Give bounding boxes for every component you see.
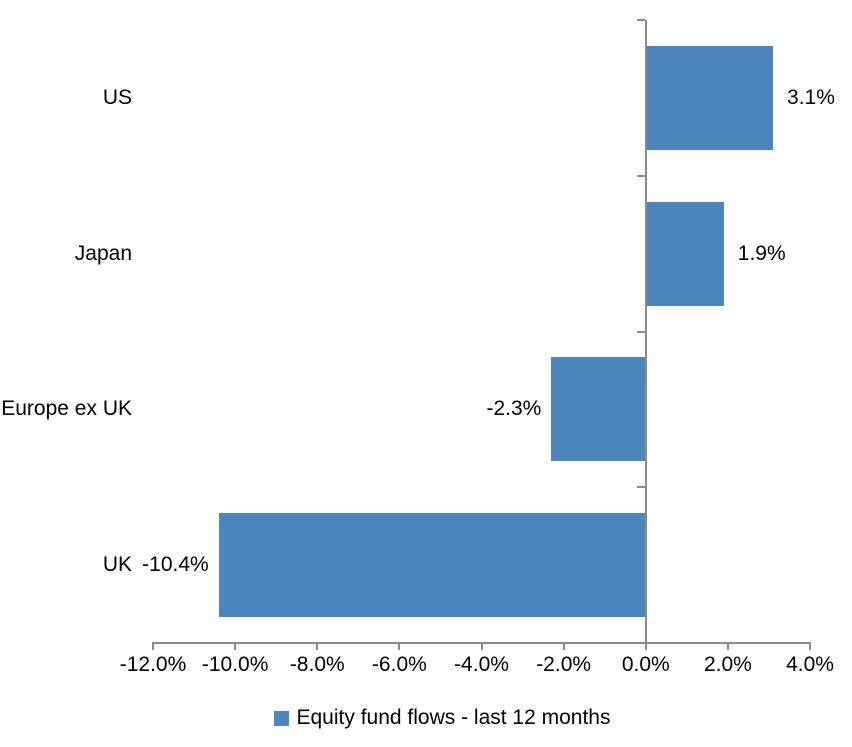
x-tick-label: 4.0% [786, 653, 834, 676]
x-tick-label: -8.0% [289, 653, 345, 676]
y-tick [636, 486, 645, 489]
value-label: -10.4% [142, 553, 209, 577]
value-label: -2.3% [486, 397, 542, 421]
category-label: US [102, 85, 132, 109]
x-tick [234, 643, 237, 650]
bar [645, 201, 724, 306]
x-tick-label: -6.0% [371, 653, 427, 676]
x-tick [398, 643, 401, 650]
y-tick [636, 174, 645, 177]
x-tick [316, 643, 319, 650]
bar [218, 513, 646, 618]
x-tick [726, 643, 729, 650]
category-label: UK [102, 553, 132, 577]
bar [645, 45, 774, 150]
x-tick-label: -10.0% [201, 653, 269, 676]
x-tick-label: -2.0% [536, 653, 592, 676]
value-label: 1.9% [737, 241, 786, 265]
x-tick-label: 0.0% [621, 653, 670, 676]
x-tick-label: 2.0% [703, 653, 752, 676]
zero-axis-line [644, 20, 647, 650]
value-label: 3.1% [787, 85, 835, 109]
x-tick-label: -4.0% [454, 653, 509, 676]
y-tick [636, 19, 645, 21]
category-label: Europe ex UK [1, 397, 132, 421]
x-tick [152, 643, 154, 650]
x-tick [480, 643, 483, 650]
x-tick-label: -12.0% [119, 653, 187, 676]
legend-swatch [273, 710, 289, 726]
y-tick [636, 642, 645, 644]
x-tick [562, 643, 565, 650]
x-tick [809, 643, 811, 650]
legend: Equity fund flows - last 12 months [16, 706, 852, 730]
legend-label: Equity fund flows - last 12 months [296, 706, 611, 729]
bar [551, 357, 646, 462]
category-label: Japan [74, 241, 132, 265]
y-tick [636, 330, 645, 333]
